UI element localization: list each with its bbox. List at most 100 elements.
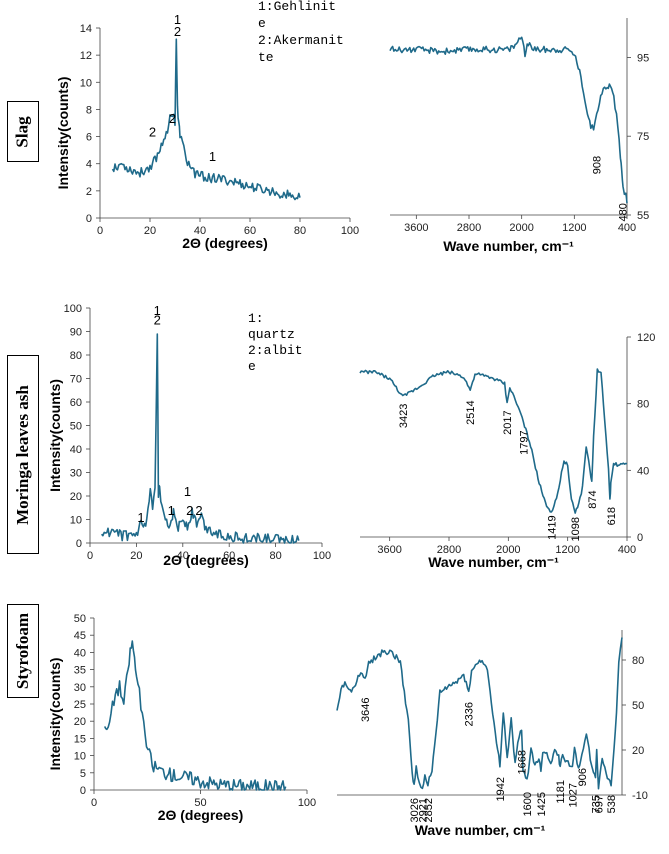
- x-axis-title: Wave number, cm⁻¹: [415, 822, 546, 838]
- peak-label: 1027: [567, 783, 579, 807]
- x-axis-title: 2Θ (degrees): [163, 552, 249, 568]
- peak-label: 2: [149, 125, 156, 140]
- y-tick-label: 14: [80, 23, 92, 35]
- y-tick-label: 40: [70, 444, 82, 456]
- peak-label: 1: [174, 12, 181, 27]
- x-tick-label: 100: [313, 550, 331, 562]
- y-tick-label: 20: [74, 716, 86, 728]
- x-tick-label: 0: [91, 797, 97, 809]
- x-tick-label: 400: [618, 544, 636, 556]
- peak-label: 3646: [360, 698, 372, 722]
- x-tick-label: 60: [223, 550, 235, 562]
- slag_ftir-group: 55 75 95 3600 2800 2000 1200 400 Wave number, cm…: [389, 18, 649, 254]
- y-tick-label: 80: [637, 399, 649, 411]
- y-tick-label: 15: [74, 733, 86, 745]
- row-label-moringa: Moringa leaves ash: [7, 355, 39, 554]
- peak-label: 908: [592, 156, 604, 174]
- x-tick-label: 3600: [404, 222, 428, 234]
- x-tick-label: 80: [294, 225, 306, 237]
- y-tick-label: 6: [86, 132, 92, 144]
- peak-label: 3026: [409, 798, 421, 822]
- styrofoam_ftir-group: -10 20 50 80 Wave number, cm⁻¹ 3646 2336 302629…: [336, 630, 648, 838]
- x-tick-label: 3600: [377, 544, 401, 556]
- peak-label: 735: [590, 795, 602, 813]
- peak-label: 1797: [518, 430, 530, 454]
- peak-label: 1419: [546, 515, 558, 539]
- legend-line: 1:Gehlinit: [258, 0, 336, 14]
- legend-line: 1:: [248, 311, 264, 326]
- x-tick-label: 50: [194, 797, 206, 809]
- legend-line: 2:albit: [248, 343, 303, 358]
- y-tick-label: 75: [637, 131, 649, 143]
- x-tick-label: 400: [618, 222, 636, 234]
- y-tick-label: 50: [74, 613, 86, 625]
- peak-label: 3423: [398, 404, 410, 428]
- x-tick-label: 20: [130, 550, 142, 562]
- legend-line: te: [258, 50, 274, 65]
- legend-line: e: [258, 16, 266, 31]
- x-tick-label: 80: [269, 550, 281, 562]
- y-tick-label: 50: [632, 700, 644, 712]
- y-axis-title: Intensity(counts): [47, 379, 63, 492]
- y-tick-label: 20: [632, 745, 644, 757]
- y-tick-label: 70: [70, 374, 82, 386]
- peak-label: 1: [209, 149, 216, 164]
- peak-label: 2852: [423, 798, 435, 822]
- peak-label: 538: [606, 795, 618, 813]
- x-tick-label: 100: [298, 797, 316, 809]
- y-tick-label: 0: [637, 532, 643, 544]
- x-tick-label: 1200: [555, 544, 579, 556]
- y-tick-label: 30: [74, 682, 86, 694]
- peak-label: 2921: [417, 798, 429, 822]
- y-tick-label: 120: [637, 332, 655, 344]
- peak-label: 1: [168, 503, 175, 518]
- y-tick-label: 0: [76, 538, 82, 550]
- x-axis-title: 2Θ (degrees): [158, 807, 244, 823]
- peak-label: 2514: [465, 400, 477, 424]
- x-tick-label: 1200: [562, 222, 586, 234]
- peak-label: 1098: [570, 517, 582, 541]
- y-tick-label: 4: [86, 159, 92, 171]
- row-label-slag: Slag: [7, 101, 39, 162]
- y-tick-label: 45: [74, 630, 86, 642]
- peak-label: 1: [137, 510, 144, 525]
- peak-label: 2336: [464, 702, 476, 726]
- y-tick-label: 5: [80, 768, 86, 780]
- legend-line: e: [248, 359, 256, 374]
- moringa_ftir-group: 0 40 80 120 3600 2800 2000 1200 400 Wave number, …: [359, 332, 655, 570]
- y-tick-label: 60: [70, 397, 82, 409]
- peak-label: 2: [195, 503, 202, 518]
- data-series-line: [389, 36, 628, 204]
- x-tick-label: 40: [177, 550, 189, 562]
- y-tick-label: 25: [74, 699, 86, 711]
- data-series-line: [359, 368, 628, 514]
- x-tick-label: 60: [244, 225, 256, 237]
- peak-label: 1600: [522, 792, 534, 816]
- data-series-line: [103, 640, 287, 791]
- y-tick-label: 0: [80, 785, 86, 797]
- y-axis-title: Intensity(counts): [47, 658, 63, 771]
- y-tick-label: 80: [632, 655, 644, 667]
- y-tick-label: 40: [74, 647, 86, 659]
- x-tick-label: 2000: [509, 222, 533, 234]
- peak-label: 874: [587, 490, 599, 508]
- peak-label: 1181: [555, 780, 567, 804]
- x-axis-title: Wave number, cm⁻¹: [428, 554, 559, 570]
- peak-label: 2017: [502, 410, 514, 434]
- x-tick-label: 100: [341, 225, 359, 237]
- y-tick-label: 90: [70, 327, 82, 339]
- y-tick-label: 10: [70, 515, 82, 527]
- y-axis-title: Intensity(counts): [55, 77, 71, 190]
- x-tick-label: 20: [144, 225, 156, 237]
- y-tick-label: 0: [86, 213, 92, 225]
- peak-label: 1942: [495, 777, 507, 801]
- y-tick-label: 2: [86, 186, 92, 198]
- x-tick-label: 40: [194, 225, 206, 237]
- row-label-styrofoam: Styrofoam: [7, 604, 39, 698]
- y-tick-label: 80: [70, 350, 82, 362]
- peak-label: 2: [169, 111, 176, 126]
